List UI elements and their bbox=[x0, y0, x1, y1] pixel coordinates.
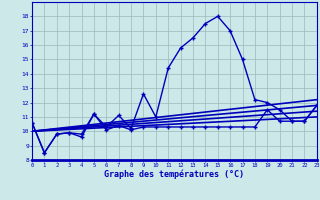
X-axis label: Graphe des températures (°C): Graphe des températures (°C) bbox=[104, 169, 244, 179]
